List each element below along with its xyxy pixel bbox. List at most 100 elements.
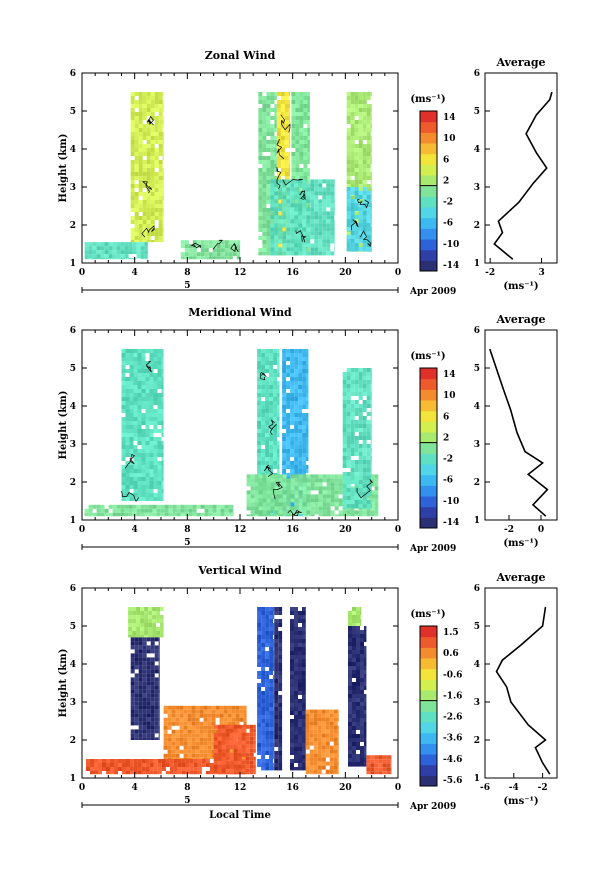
heatmap-cell — [257, 627, 262, 631]
heatmap-cell — [338, 490, 343, 495]
heatmap-cell — [314, 195, 319, 200]
heatmap-cell — [330, 490, 335, 495]
heatmap-cell — [217, 740, 222, 745]
heatmap-cell — [262, 116, 267, 120]
heatmap-cell — [141, 421, 146, 425]
heatmap-cell — [137, 401, 142, 405]
heatmap-cell — [262, 120, 267, 124]
heatmap-cell — [142, 136, 147, 140]
heatmap-cell — [274, 486, 279, 491]
heatmap-cell — [314, 215, 319, 220]
heatmap-cell — [183, 733, 188, 738]
heatmap-cell — [325, 741, 330, 746]
heatmap-cell — [254, 510, 259, 515]
colorbar-swatch — [420, 442, 437, 454]
heatmap-cell — [171, 749, 176, 754]
heatmap-cell — [366, 215, 371, 219]
heatmap-cell — [290, 405, 295, 409]
heatmap-cell — [269, 659, 274, 663]
heatmap-cell — [150, 148, 155, 152]
heatmap-cell — [150, 196, 155, 200]
heatmap-cell — [257, 723, 262, 727]
heatmap-cell — [138, 224, 143, 228]
heatmap-cell — [277, 445, 280, 449]
heatmap-cell — [161, 481, 164, 485]
heatmap-cell — [298, 361, 303, 365]
heatmap-cell — [191, 741, 196, 746]
heatmap-cell — [258, 172, 263, 176]
heatmap-cell — [370, 392, 372, 396]
heatmap-cell — [358, 504, 363, 508]
heatmap-cell — [270, 152, 275, 156]
heatmap-cell — [217, 760, 222, 765]
heatmap-cell — [286, 219, 291, 224]
heatmap-cell — [366, 376, 371, 380]
heatmap-cell — [142, 208, 147, 212]
heatmap-cell — [266, 128, 271, 132]
heatmap-cell — [196, 256, 201, 260]
heatmap-cell — [273, 405, 278, 409]
heatmap-cell — [346, 514, 351, 517]
heatmap-cell — [167, 725, 172, 730]
heatmap-cell — [213, 736, 218, 741]
heatmap-cell — [137, 413, 142, 417]
heatmap-cell — [295, 92, 300, 96]
profile-x-tick-label: 3 — [538, 268, 544, 278]
heatmap-cell — [278, 759, 283, 763]
heatmap-cell — [302, 759, 306, 763]
heatmap-cell — [374, 478, 379, 483]
heatmap-cell — [273, 357, 278, 361]
heatmap-cell — [269, 655, 274, 659]
heatmap-cell — [266, 196, 271, 200]
heatmap-cell — [137, 353, 142, 357]
heatmap-cell — [302, 727, 306, 731]
heatmap-cell — [153, 421, 158, 425]
heatmap-cell — [106, 763, 110, 767]
heatmap-cell — [257, 433, 262, 437]
heatmap-cell — [207, 733, 212, 738]
heatmap-cell — [128, 607, 133, 611]
heatmap-cell — [314, 478, 319, 483]
heatmap-cell — [154, 140, 159, 144]
heatmap-cell — [154, 192, 159, 196]
heatmap-cell — [286, 183, 291, 188]
heatmap-cell — [141, 489, 146, 493]
heatmap-cell — [152, 631, 157, 635]
heatmap-cell — [133, 417, 138, 421]
heatmap-cell — [362, 92, 367, 96]
heatmap-cell — [154, 681, 159, 686]
heatmap-cell — [282, 401, 287, 405]
heatmap-cell — [246, 482, 251, 487]
heatmap-cell — [125, 389, 130, 393]
heatmap-cell — [165, 759, 170, 763]
heatmap-cell — [277, 361, 280, 365]
heatmap-cell — [157, 417, 162, 421]
heatmap-cell — [172, 508, 177, 513]
heatmap-cell — [306, 465, 309, 469]
heatmap-cell — [366, 112, 371, 116]
heatmap-cell — [110, 759, 114, 763]
heatmap-cell — [149, 465, 154, 469]
heatmap-cell — [350, 376, 355, 380]
heatmap-cell — [257, 413, 262, 417]
heatmap-cell — [149, 767, 154, 771]
heatmap-cell — [330, 514, 335, 517]
heatmap-cell — [229, 736, 234, 741]
heatmap-cell — [294, 643, 298, 647]
heatmap-cell — [302, 482, 307, 487]
heatmap-cell — [274, 223, 279, 228]
heatmap-cell — [191, 733, 196, 738]
heatmap-cell — [229, 728, 234, 733]
heatmap-cell — [167, 713, 172, 718]
heatmap-cell — [261, 365, 266, 369]
heatmap-cell — [350, 448, 355, 452]
heatmap-cell — [366, 388, 371, 392]
heatmap-cell — [337, 713, 339, 718]
heatmap-cell — [307, 204, 310, 208]
heatmap-cell — [280, 92, 285, 96]
heatmap-cell — [269, 667, 274, 671]
heatmap-cell — [274, 763, 279, 767]
heatmap-cell — [302, 251, 307, 256]
heatmap-cell — [224, 240, 229, 245]
heatmap-cell — [298, 619, 302, 623]
